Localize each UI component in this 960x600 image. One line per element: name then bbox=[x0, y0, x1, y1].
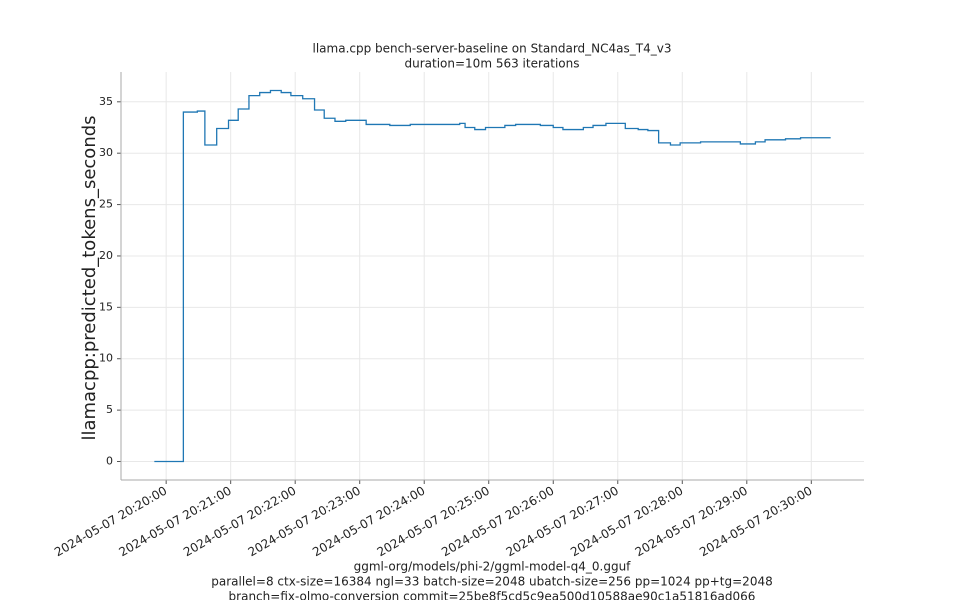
x-tick-label: 2024-05-07 20:25:00 bbox=[375, 484, 492, 560]
y-tick-label: 10 bbox=[99, 352, 113, 365]
x-tick-label: 2024-05-07 20:20:00 bbox=[52, 484, 169, 560]
data-line bbox=[154, 89, 831, 463]
y-tick-label: 5 bbox=[106, 403, 113, 416]
y-tick-label: 30 bbox=[99, 146, 113, 159]
y-tick-label: 35 bbox=[99, 95, 113, 108]
x-tick-label: 2024-05-07 20:26:00 bbox=[439, 484, 556, 560]
footer-line: branch=fix-olmo-conversion commit=25be8f… bbox=[229, 590, 756, 600]
y-tick-label: 25 bbox=[99, 198, 113, 211]
x-tick-label: 2024-05-07 20:28:00 bbox=[568, 484, 685, 560]
footer-line: parallel=8 ctx-size=16384 ngl=33 batch-s… bbox=[211, 575, 772, 589]
y-tick-label: 15 bbox=[99, 300, 113, 313]
x-tick-label: 2024-05-07 20:27:00 bbox=[504, 484, 621, 560]
y-tick-label: 0 bbox=[106, 455, 113, 468]
y-tick-label: 20 bbox=[99, 249, 113, 262]
x-tick-label: 2024-05-07 20:21:00 bbox=[117, 484, 234, 560]
y-axis-label: llamacpp:predicted_tokens_seconds bbox=[79, 115, 100, 440]
chart-subtitle: duration=10m 563 iterations bbox=[405, 57, 580, 71]
x-tick-label: 2024-05-07 20:23:00 bbox=[246, 484, 363, 560]
x-tick-label: 2024-05-07 20:22:00 bbox=[181, 484, 298, 560]
x-tick-label: 2024-05-07 20:30:00 bbox=[697, 484, 814, 560]
chart-title: llama.cpp bench-server-baseline on Stand… bbox=[313, 42, 672, 56]
x-tick-label: 2024-05-07 20:29:00 bbox=[633, 484, 750, 560]
footer-line: ggml-org/models/phi-2/ggml-model-q4_0.gg… bbox=[354, 560, 632, 574]
x-tick-label: 2024-05-07 20:24:00 bbox=[310, 484, 427, 560]
